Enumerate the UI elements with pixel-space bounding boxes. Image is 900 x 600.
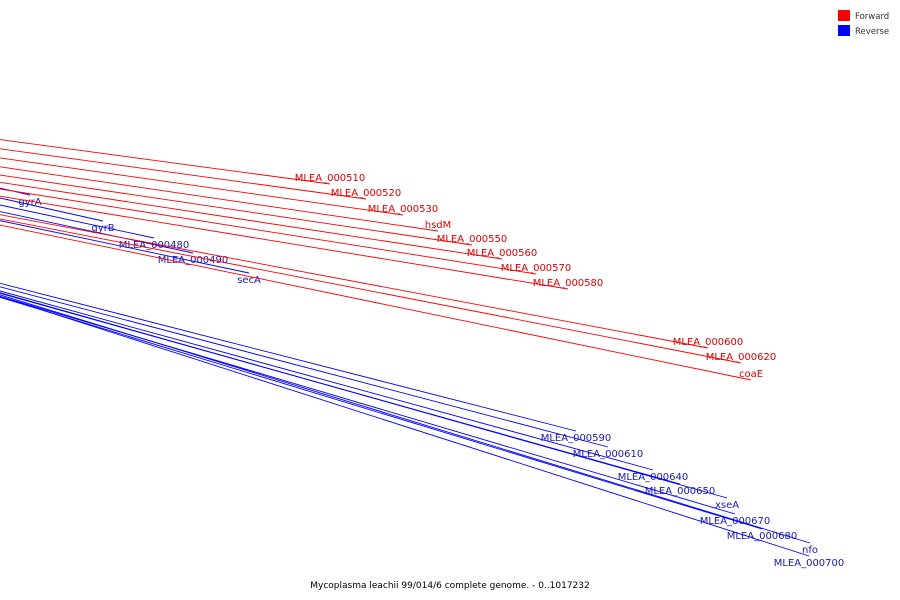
- gene-leader-mlea_000560: [0, 181, 503, 260]
- legend-label-forward: Forward: [855, 12, 889, 22]
- gene-label-hsdm[interactable]: hsdM: [425, 220, 452, 231]
- gene-leader-xsea: [0, 292, 728, 499]
- gene-leader-mlea_000610: [0, 286, 609, 448]
- legend-label-reverse: Reverse: [855, 27, 889, 37]
- gene-label-mlea_000520[interactable]: MLEA_000520: [331, 188, 402, 199]
- gene-label-xsea[interactable]: xseA: [715, 500, 739, 511]
- gene-label-mlea_000570[interactable]: MLEA_000570: [501, 263, 572, 274]
- legend: Forward Reverse: [838, 10, 889, 37]
- gene-leader-mlea_000640: [0, 290, 654, 471]
- gene-leader-mlea_000490: [0, 211, 194, 254]
- gene-label-mlea_000610[interactable]: MLEA_000610: [573, 449, 644, 460]
- gene-leader-mlea_000520: [0, 148, 367, 200]
- gene-label-gyrb[interactable]: gyrB: [91, 223, 114, 234]
- legend-swatch-forward: [838, 10, 850, 21]
- gene-label-mlea_000480[interactable]: MLEA_000480: [119, 240, 190, 251]
- gene-label-mlea_000600[interactable]: MLEA_000600: [673, 337, 744, 348]
- gene-label-mlea_000530[interactable]: MLEA_000530: [368, 204, 439, 215]
- gene-label-mlea_000620[interactable]: MLEA_000620: [706, 352, 777, 363]
- genome-caption: Mycoplasma leachii 99/014/6 complete gen…: [310, 581, 589, 591]
- gene-label-mlea_000560[interactable]: MLEA_000560: [467, 248, 538, 259]
- gene-leader-mlea_000600: [0, 214, 709, 349]
- gene-leader-mlea_000550: [0, 174, 473, 246]
- legend-swatch-reverse: [838, 25, 850, 36]
- gene-label-nfo[interactable]: nfo: [802, 545, 818, 556]
- gene-leader-mlea_000510: [0, 139, 331, 185]
- gene-label-mlea_000670[interactable]: MLEA_000670: [700, 516, 771, 527]
- gene-label-seca[interactable]: secA: [237, 275, 261, 286]
- gene-leader-coae: [0, 224, 752, 381]
- gene-leader-mlea_000590: [0, 282, 577, 432]
- gene-leader-mlea_000700: [0, 296, 810, 557]
- gene-leader-mlea_000580: [0, 195, 569, 290]
- gene-label-mlea_000490[interactable]: MLEA_000490: [158, 255, 229, 266]
- gene-label-mlea_000510[interactable]: MLEA_000510: [295, 173, 366, 184]
- gene-label-mlea_000650[interactable]: MLEA_000650: [645, 486, 716, 497]
- gene-leader-hsdm: [0, 166, 439, 232]
- gene-label-coae[interactable]: coaE: [739, 369, 763, 380]
- gene-leader-seca: [0, 220, 250, 274]
- gene-leader-mlea_000570: [0, 188, 537, 275]
- gene-leader-mlea_000620: [0, 218, 742, 364]
- gene-label-mlea_000680[interactable]: MLEA_000680: [727, 531, 798, 542]
- gene-leader-nfo: [0, 294, 811, 544]
- gene-label-mlea_000550[interactable]: MLEA_000550: [437, 234, 508, 245]
- gene-leader-mlea_000530: [0, 157, 404, 216]
- gene-leader-mlea_000680: [0, 296, 763, 530]
- gene-labels: gyrA gyrB MLEA_000480 MLEA_000490 secA MLEA_0…: [0, 139, 845, 569]
- gene-label-mlea_000700[interactable]: MLEA_000700: [774, 558, 845, 569]
- gene-label-mlea_000580[interactable]: MLEA_000580: [533, 278, 604, 289]
- gene-leader-gyra: [0, 187, 31, 196]
- gene-label-gyra[interactable]: gyrA: [18, 197, 41, 208]
